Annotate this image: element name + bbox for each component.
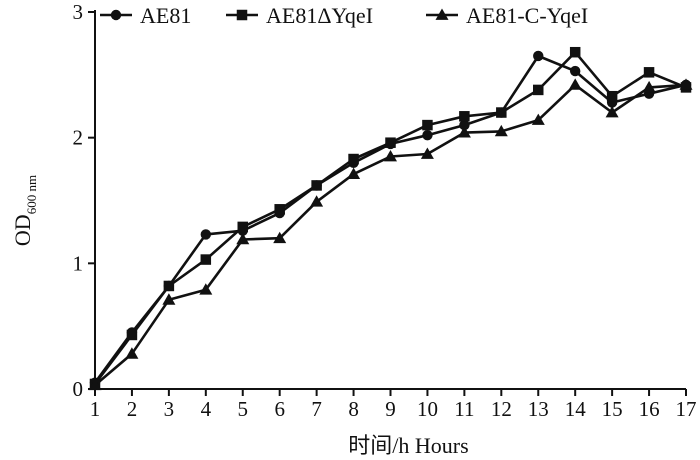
x-tick-label: 7 xyxy=(311,397,322,421)
x-tick-label: 3 xyxy=(164,397,175,421)
data-point-triangle xyxy=(568,78,582,90)
data-point-square xyxy=(200,254,212,265)
data-point-square xyxy=(348,153,359,165)
x-tick-label: 1 xyxy=(90,397,101,421)
y-axis-title: OD600 nm xyxy=(10,175,39,246)
data-point-circle xyxy=(422,129,433,141)
data-point-square xyxy=(643,67,655,78)
x-tick-label: 12 xyxy=(491,397,512,421)
data-point-triangle xyxy=(531,113,545,125)
legend-marker-square xyxy=(236,9,248,21)
x-tick-label: 5 xyxy=(238,397,249,421)
x-tick-label: 10 xyxy=(417,397,438,421)
data-point-square xyxy=(496,107,507,118)
data-point-triangle xyxy=(494,124,508,137)
x-tick-label: 6 xyxy=(274,397,285,421)
data-markers xyxy=(88,46,693,391)
x-tick-label: 15 xyxy=(602,397,623,421)
data-point-square xyxy=(459,111,470,122)
axes xyxy=(94,10,686,390)
y-axis-title-subscript: 600 nm xyxy=(24,175,39,214)
data-point-circle xyxy=(459,119,470,131)
data-point-circle xyxy=(569,65,581,77)
data-point-triangle xyxy=(199,283,213,295)
data-point-square xyxy=(237,221,248,233)
data-point-triangle xyxy=(457,126,471,138)
y-axis-title-main: OD xyxy=(10,214,35,246)
x-tick-label: 4 xyxy=(201,397,212,421)
legend-marker-circle xyxy=(110,9,122,21)
data-point-square xyxy=(311,180,322,191)
data-point-triangle xyxy=(384,150,397,162)
data-point-triangle xyxy=(125,347,139,359)
data-point-square xyxy=(274,204,285,215)
y-tick-label: 3 xyxy=(73,0,84,24)
x-tick-label: 16 xyxy=(639,397,660,421)
data-point-triangle xyxy=(310,195,324,207)
data-point-square xyxy=(606,90,618,102)
legend: AE81 AE81ΔYqeI AE81-C-YqeI xyxy=(100,3,588,28)
data-point-square xyxy=(385,137,396,148)
legend-item: AE81ΔYqeI xyxy=(226,3,373,28)
data-point-square xyxy=(126,329,138,341)
legend-item: AE81-C-YqeI xyxy=(426,3,588,28)
legend-label: AE81-C-YqeI xyxy=(466,3,588,28)
x-tick-label: 13 xyxy=(528,397,549,421)
data-point-circle xyxy=(533,50,544,62)
legend-marker-triangle xyxy=(435,8,449,20)
y-tick-label: 0 xyxy=(73,377,84,401)
data-point-triangle xyxy=(642,80,656,93)
data-point-square xyxy=(569,46,581,58)
data-point-square xyxy=(422,119,433,131)
series-line-circle xyxy=(93,54,687,384)
series-line-triangle xyxy=(94,83,687,387)
tick-marks xyxy=(88,11,687,396)
data-point-triangle xyxy=(162,293,176,305)
x-axis-title: 时间/h Hours xyxy=(348,433,468,458)
x-tick-label: 11 xyxy=(454,397,474,421)
data-point-triangle xyxy=(347,167,361,179)
data-point-triangle xyxy=(679,78,693,90)
data-point-circle xyxy=(200,229,212,240)
y-tick-label: 2 xyxy=(73,126,84,150)
x-tick-label: 14 xyxy=(565,397,587,421)
legend-item: AE81 xyxy=(100,3,191,28)
x-tick-label: 17 xyxy=(676,397,697,421)
data-point-square xyxy=(533,84,544,96)
x-tick-label: 9 xyxy=(385,397,396,421)
y-tick-label: 1 xyxy=(73,251,84,275)
data-point-square xyxy=(163,280,175,292)
x-tick-label: 8 xyxy=(348,397,359,421)
data-point-triangle xyxy=(273,231,287,244)
data-point-triangle xyxy=(236,233,250,245)
series-group xyxy=(93,50,687,387)
data-point-triangle xyxy=(88,378,102,391)
data-point-triangle xyxy=(420,147,434,159)
legend-label: AE81 xyxy=(140,3,191,28)
x-tick-label: 2 xyxy=(127,397,138,421)
legend-label: AE81ΔYqeI xyxy=(266,3,373,28)
data-point-triangle xyxy=(605,106,619,118)
